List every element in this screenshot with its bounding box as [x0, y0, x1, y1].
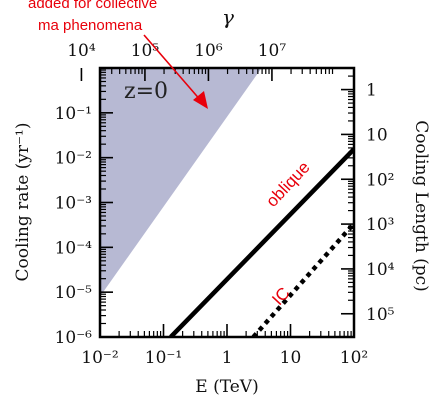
right-tick-label: 10³ — [366, 215, 394, 235]
x-tick-label: 1 — [222, 348, 233, 368]
y-axis-label: Cooling rate (yr⁻¹) — [13, 123, 33, 282]
x-tick-label: 10 — [280, 348, 302, 368]
y-tick-labels: 10⁻⁶ 10⁻⁵ 10⁻⁴ 10⁻³ 10⁻² 10⁻¹ — [55, 104, 93, 348]
x-tick-label: 10⁻¹ — [145, 348, 182, 368]
x-tick-label: 10² — [340, 348, 368, 368]
top-tick-label: 10⁴ — [67, 41, 96, 61]
right-tick-label: 10⁵ — [366, 305, 395, 325]
top-tick-label: 10⁵ — [131, 41, 160, 61]
x-axis-label: E (TeV) — [195, 377, 258, 397]
y-tick-label: 10⁻² — [55, 149, 92, 169]
right-tick-label: 1 — [366, 81, 377, 101]
plot-frame — [98, 66, 356, 339]
x-tick-labels: 10⁻² 10⁻¹ 1 10 10² — [81, 348, 368, 368]
panel-label: z=0 — [124, 79, 168, 104]
annotation-note-line2: ma phenomena — [38, 17, 143, 34]
series-ic-line — [251, 222, 354, 337]
right-axis-label: Cooling Length (pc) — [411, 120, 431, 292]
y-tick-label: 10⁻⁴ — [55, 238, 93, 258]
y-tick-label: 10⁻⁶ — [55, 328, 93, 348]
annotation-note-line1: added for collective — [28, 0, 157, 12]
right-tick-labels: 1 10 10² 10³ 10⁴ 10⁵ — [366, 81, 395, 325]
shaded-region — [100, 68, 262, 297]
y-tick-label: 10⁻⁵ — [55, 283, 93, 303]
annotation-arrow — [143, 34, 208, 109]
x-tick-label: 10⁻² — [81, 348, 118, 368]
top-tick-labels: 10⁴ 10⁵ 10⁶ 10⁷ — [67, 41, 286, 61]
right-tick-label: 10² — [366, 170, 394, 190]
major-ticks — [80, 68, 355, 338]
right-tick-label: 10⁴ — [366, 260, 395, 280]
series-oblique-line — [169, 147, 354, 337]
series-label-oblique: oblique — [262, 158, 313, 211]
series-label-ic: IC — [268, 284, 293, 309]
top-tick-label: 10⁶ — [194, 41, 223, 61]
right-tick-label: 10 — [366, 125, 388, 145]
y-tick-label: 10⁻³ — [55, 194, 92, 214]
y-tick-label: 10⁻¹ — [55, 104, 92, 124]
top-axis-label: γ — [222, 5, 234, 29]
top-tick-label: 10⁷ — [258, 41, 287, 61]
